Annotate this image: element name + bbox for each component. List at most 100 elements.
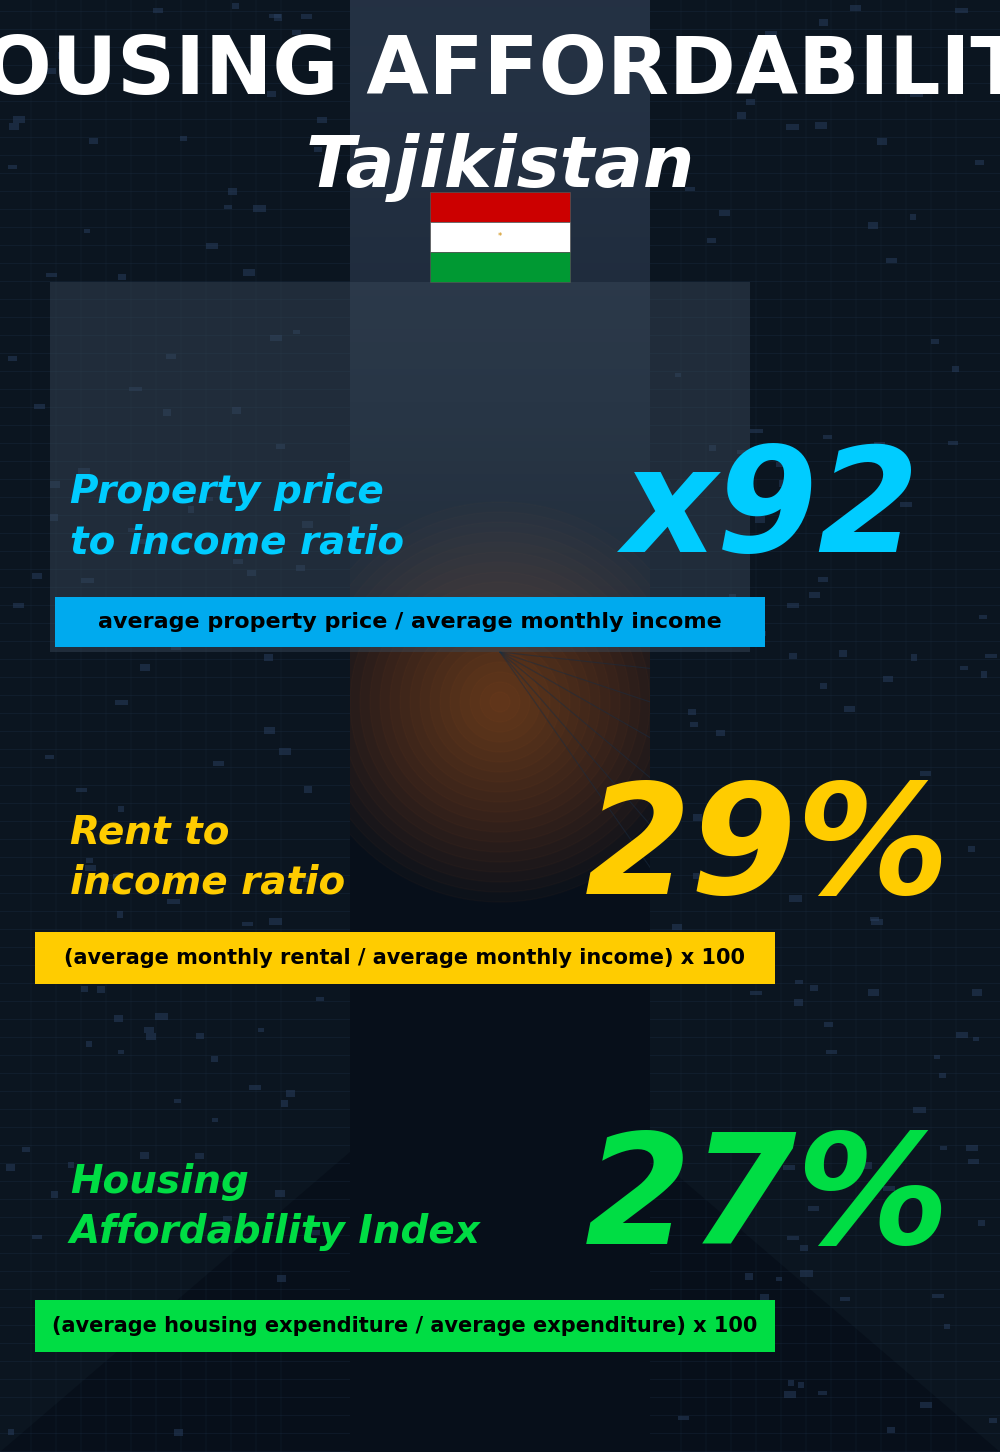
Bar: [975, 160, 984, 166]
Bar: [784, 1391, 796, 1398]
Bar: [163, 409, 171, 417]
Polygon shape: [720, 0, 1000, 1252]
Bar: [305, 627, 318, 633]
Bar: [300, 78, 700, 86]
Bar: [312, 1230, 320, 1236]
Bar: [35, 1300, 775, 1352]
Bar: [243, 269, 255, 276]
Bar: [9, 123, 19, 131]
Bar: [850, 4, 861, 12]
Bar: [81, 578, 94, 584]
Bar: [300, 626, 700, 632]
Bar: [870, 918, 879, 921]
Bar: [989, 1419, 997, 1423]
Bar: [206, 497, 213, 501]
Bar: [196, 1032, 204, 1040]
Bar: [688, 709, 696, 714]
Bar: [809, 592, 820, 598]
Bar: [823, 436, 832, 439]
Bar: [300, 605, 700, 613]
Bar: [300, 546, 700, 553]
Bar: [300, 356, 700, 362]
Bar: [675, 373, 681, 378]
Bar: [58, 52, 66, 60]
Bar: [46, 273, 57, 277]
Bar: [317, 118, 327, 123]
Bar: [213, 880, 222, 886]
Bar: [300, 501, 700, 507]
Bar: [118, 274, 126, 280]
Bar: [857, 1141, 865, 1147]
Bar: [300, 520, 700, 527]
Bar: [43, 68, 56, 74]
Bar: [300, 277, 700, 283]
Bar: [815, 122, 827, 129]
Bar: [779, 481, 789, 486]
Bar: [300, 73, 700, 78]
Bar: [264, 727, 275, 735]
Bar: [34, 404, 45, 409]
Bar: [300, 0, 700, 7]
Bar: [292, 30, 301, 35]
Bar: [89, 138, 98, 144]
Bar: [300, 270, 700, 277]
Bar: [144, 1027, 154, 1032]
Bar: [931, 338, 939, 344]
Bar: [213, 761, 224, 767]
Bar: [195, 1153, 204, 1159]
Bar: [300, 389, 700, 395]
Bar: [300, 369, 700, 376]
Bar: [211, 1056, 218, 1061]
Bar: [880, 0, 882, 1452]
Text: *: *: [498, 232, 502, 241]
Bar: [430, 222, 570, 253]
Bar: [286, 1090, 295, 1098]
Bar: [267, 91, 276, 97]
Bar: [303, 876, 309, 881]
Bar: [430, 192, 570, 222]
Bar: [114, 1015, 123, 1022]
Bar: [912, 836, 924, 841]
Bar: [750, 428, 763, 433]
Bar: [300, 177, 700, 184]
Bar: [300, 211, 700, 218]
Bar: [300, 112, 700, 119]
Bar: [281, 1101, 288, 1106]
Bar: [798, 1382, 804, 1388]
Bar: [8, 356, 17, 362]
Bar: [180, 0, 182, 1452]
Bar: [968, 1159, 979, 1165]
Bar: [302, 521, 313, 529]
Bar: [300, 65, 700, 73]
Bar: [300, 7, 700, 13]
Bar: [55, 0, 57, 1452]
Bar: [300, 13, 700, 20]
Bar: [224, 205, 232, 209]
Bar: [293, 330, 300, 334]
Bar: [755, 515, 765, 523]
Polygon shape: [780, 0, 1000, 1053]
Bar: [300, 86, 700, 93]
Text: 27%: 27%: [584, 1128, 950, 1276]
Bar: [300, 468, 700, 475]
Bar: [981, 671, 987, 678]
Polygon shape: [0, 0, 350, 1452]
Bar: [279, 748, 291, 755]
Bar: [871, 919, 883, 925]
Bar: [824, 1022, 833, 1027]
Bar: [300, 151, 700, 158]
Bar: [300, 632, 700, 639]
Bar: [960, 666, 968, 669]
Bar: [300, 475, 700, 481]
Bar: [102, 884, 113, 890]
Bar: [300, 224, 700, 231]
Bar: [883, 677, 893, 682]
Bar: [300, 99, 700, 106]
Bar: [913, 1106, 926, 1114]
Bar: [300, 402, 700, 408]
Bar: [956, 1032, 968, 1038]
Bar: [300, 348, 700, 356]
Bar: [750, 992, 762, 995]
Bar: [952, 366, 959, 372]
Bar: [300, 428, 700, 434]
